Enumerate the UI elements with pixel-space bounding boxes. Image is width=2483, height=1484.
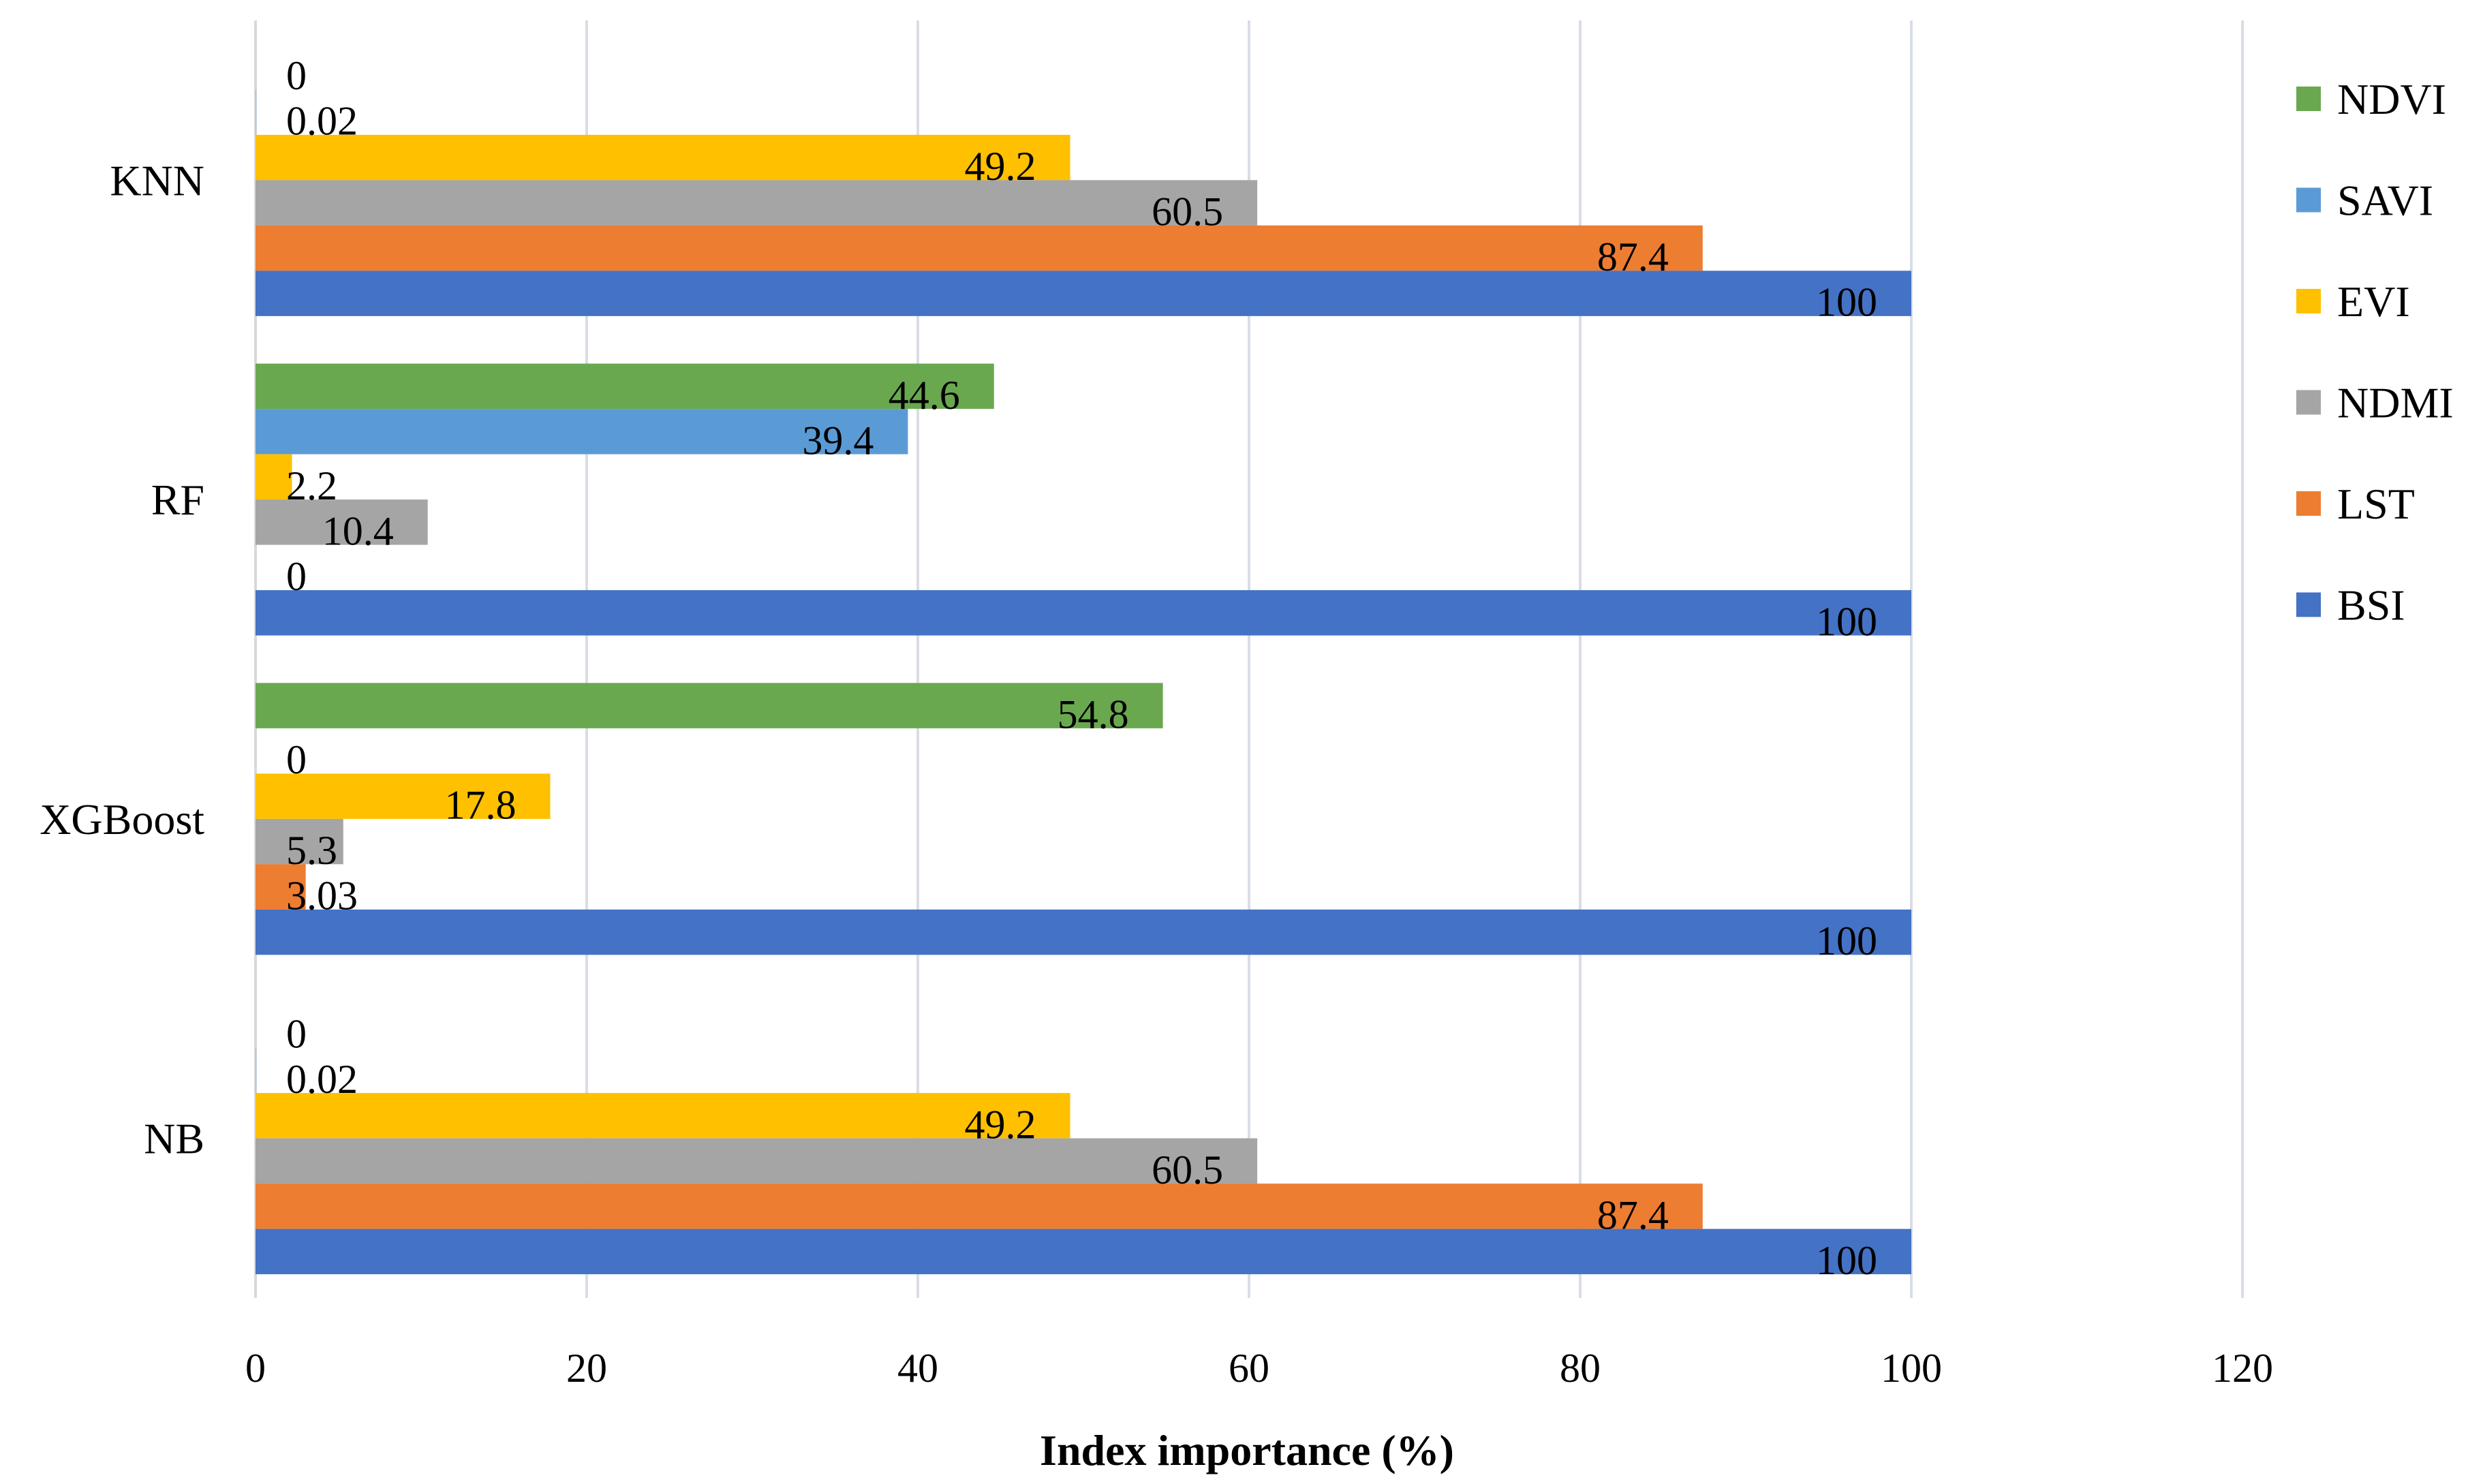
legend-swatch-evi bbox=[2296, 289, 2321, 313]
bar-xgboost-ndmi bbox=[256, 818, 343, 865]
bar-knn-evi bbox=[256, 134, 1070, 181]
legend-label-ndvi: NDVI bbox=[2337, 75, 2446, 123]
x-tick-label-40: 40 bbox=[897, 1346, 938, 1391]
data-label-knn-ndmi: 60.5 bbox=[1152, 189, 1223, 234]
x-tick-label-0: 0 bbox=[245, 1346, 266, 1391]
x-tick-label-20: 20 bbox=[566, 1346, 607, 1391]
data-label-knn-bsi: 100 bbox=[1816, 280, 1877, 325]
legend-swatch-bsi bbox=[2296, 592, 2321, 617]
legend: NDVI SAVI EVI NDMI LST BSI bbox=[2296, 75, 2454, 630]
data-label-xgboost-ndvi: 54.8 bbox=[1058, 692, 1129, 737]
data-label-nb-savi: 0.02 bbox=[286, 1057, 358, 1102]
data-label-nb-evi: 49.2 bbox=[965, 1102, 1036, 1147]
category-label-rf: RF bbox=[151, 476, 204, 524]
data-label-rf-bsi: 100 bbox=[1816, 599, 1877, 644]
data-label-rf-lst: 0 bbox=[286, 554, 307, 599]
data-label-knn-savi: 0.02 bbox=[286, 99, 358, 144]
legend-swatch-lst bbox=[2296, 491, 2321, 516]
x-tick-label-100: 100 bbox=[1881, 1346, 1942, 1391]
x-axis-title: Index importance (%) bbox=[1040, 1426, 1454, 1474]
data-label-knn-ndvi: 0 bbox=[286, 53, 307, 98]
x-tick-label-80: 80 bbox=[1560, 1346, 1601, 1391]
data-label-xgboost-bsi: 100 bbox=[1816, 918, 1877, 963]
data-label-rf-ndvi: 44.6 bbox=[889, 373, 960, 418]
bar-rf-savi bbox=[256, 409, 908, 454]
bar-rf-bsi bbox=[256, 590, 1911, 636]
legend-swatch-ndvi bbox=[2296, 87, 2321, 111]
category-label-nb: NB bbox=[144, 1115, 204, 1163]
data-label-xgboost-ndmi: 5.3 bbox=[286, 828, 337, 873]
bar-nb-lst bbox=[256, 1184, 1703, 1229]
bar-nb-bsi bbox=[256, 1228, 1911, 1275]
data-label-knn-evi: 49.2 bbox=[965, 144, 1036, 189]
legend-label-savi: SAVI bbox=[2337, 176, 2433, 225]
bar-xgboost-lst bbox=[256, 864, 306, 910]
bar-xgboost-bsi bbox=[256, 909, 1911, 955]
data-label-rf-ndmi: 10.4 bbox=[322, 508, 394, 553]
bar-xgboost-evi bbox=[256, 773, 551, 819]
legend-label-bsi: BSI bbox=[2337, 581, 2405, 630]
data-label-xgboost-lst: 3.03 bbox=[286, 874, 358, 918]
data-label-nb-bsi: 100 bbox=[1816, 1238, 1877, 1283]
bar-knn-bsi bbox=[256, 270, 1911, 316]
data-label-rf-evi: 2.2 bbox=[286, 463, 337, 508]
category-labels-layer: KNN RF XGBoost NB bbox=[40, 156, 204, 1162]
legend-label-evi: EVI bbox=[2337, 277, 2410, 326]
category-label-xgboost: XGBoost bbox=[40, 795, 204, 844]
legend-swatch-savi bbox=[2296, 187, 2321, 213]
data-label-nb-ndvi: 0 bbox=[286, 1011, 307, 1056]
data-labels-layer: 00.0249.260.587.410044.639.42.210.401005… bbox=[286, 53, 1877, 1283]
data-label-nb-ndmi: 60.5 bbox=[1152, 1147, 1223, 1192]
x-tick-labels-layer: 0 20 40 60 80 100 120 bbox=[245, 1346, 2273, 1391]
bar-knn-ndmi bbox=[256, 180, 1258, 226]
bars-layer bbox=[256, 89, 1911, 1275]
data-label-nb-lst: 87.4 bbox=[1597, 1192, 1669, 1237]
category-label-knn: KNN bbox=[110, 156, 204, 204]
data-label-rf-savi: 39.4 bbox=[802, 418, 874, 463]
bar-xgboost-ndvi bbox=[256, 683, 1163, 728]
data-label-knn-lst: 87.4 bbox=[1597, 234, 1669, 279]
legend-label-lst: LST bbox=[2337, 480, 2415, 528]
data-label-xgboost-savi: 0 bbox=[286, 737, 307, 782]
data-label-xgboost-evi: 17.8 bbox=[445, 783, 516, 828]
bar-rf-ndvi bbox=[256, 363, 994, 409]
bar-rf-ndmi bbox=[256, 499, 428, 545]
legend-swatch-ndmi bbox=[2296, 390, 2321, 415]
bar-nb-evi bbox=[256, 1093, 1070, 1139]
bar-rf-evi bbox=[256, 454, 292, 500]
x-tick-label-60: 60 bbox=[1229, 1346, 1269, 1391]
bar-nb-ndmi bbox=[256, 1138, 1258, 1184]
bar-knn-lst bbox=[256, 225, 1703, 271]
legend-label-ndmi: NDMI bbox=[2337, 379, 2454, 427]
x-tick-label-120: 120 bbox=[2212, 1346, 2273, 1391]
